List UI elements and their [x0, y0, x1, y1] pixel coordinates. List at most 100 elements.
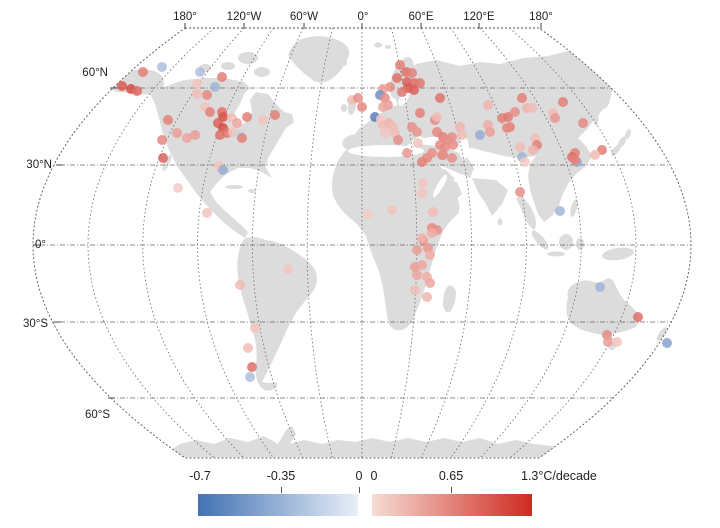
data-point [412, 270, 422, 280]
data-points [117, 60, 672, 382]
land-sakhalin [593, 106, 599, 126]
data-point [448, 140, 458, 150]
data-point [353, 93, 363, 103]
data-point [483, 100, 493, 110]
land-antarctica [168, 426, 582, 457]
data-point [578, 118, 588, 128]
lat-axis-label: 30°S [23, 318, 48, 330]
data-point [397, 87, 407, 97]
data-point [457, 130, 467, 140]
data-point [157, 135, 167, 145]
map-boundary [32, 27, 692, 459]
data-point [395, 60, 405, 70]
colorbar-tick-negative-mid [281, 487, 282, 493]
data-point [163, 115, 173, 125]
meridian [197, 27, 274, 459]
data-point [380, 128, 390, 138]
land-siberia [396, 46, 628, 158]
colorbar-tick-zero [359, 487, 360, 493]
data-point [502, 123, 512, 133]
data-point [158, 153, 168, 163]
data-point [413, 138, 423, 148]
data-point [597, 145, 607, 155]
data-point [520, 157, 530, 167]
data-point [182, 133, 192, 143]
colorbar-tick-positive-mid [451, 487, 452, 493]
axis-ticks [33, 23, 542, 399]
lon-axis-label: 180° [173, 11, 197, 23]
sea-caspian [459, 137, 469, 159]
lon-axis-label: 180° [529, 11, 553, 23]
data-point [192, 89, 202, 99]
data-point [218, 165, 228, 175]
data-point [427, 148, 437, 158]
sea-persian-gulf [453, 174, 465, 182]
data-point [427, 228, 437, 238]
data-point [455, 122, 465, 132]
sea-red [433, 174, 447, 198]
lon-axis-label: 60°E [408, 11, 433, 23]
lat-axis-label: 0° [35, 239, 46, 251]
land-ireland [341, 104, 347, 112]
data-point [425, 250, 435, 260]
land-arctic-island [238, 52, 258, 64]
data-point [558, 97, 568, 107]
data-point [447, 153, 457, 163]
land-new-zealand [656, 327, 668, 341]
lat-axis-label: 30°N [26, 159, 52, 171]
data-point [407, 68, 417, 78]
data-point [217, 72, 227, 82]
data-point [662, 338, 672, 348]
land-indochina [516, 196, 536, 230]
land-arctic-island [254, 67, 270, 77]
data-point [363, 209, 373, 219]
data-point [595, 282, 605, 292]
land-borneo [559, 234, 573, 250]
lon-axis-label: 60°W [290, 11, 318, 23]
data-point [415, 78, 425, 88]
data-point [410, 285, 420, 295]
land-japan [625, 129, 631, 139]
data-point [517, 93, 527, 103]
data-point [485, 127, 495, 137]
data-point [237, 133, 247, 143]
data-point [570, 155, 580, 165]
data-point [210, 82, 220, 92]
data-point [357, 102, 367, 112]
data-point [515, 142, 525, 152]
land-madagascar [443, 285, 456, 313]
land-hispaniola [248, 189, 256, 193]
colorbar-label-pos-mid: 0.65 [438, 469, 464, 483]
data-point [437, 150, 447, 160]
land-japan [618, 136, 626, 148]
data-point [440, 142, 450, 152]
data-point [247, 362, 257, 372]
data-point [417, 233, 427, 243]
colorbar-label-pos-max: 1.3°C/decade [521, 469, 597, 483]
data-point [117, 81, 127, 91]
data-point [393, 135, 403, 145]
data-point [555, 206, 565, 216]
data-point [417, 188, 427, 198]
data-point [232, 118, 242, 128]
data-point [603, 337, 613, 347]
land-greenland [288, 36, 350, 83]
data-point [417, 260, 427, 270]
land-iberia [342, 134, 362, 150]
land-sulawesi [576, 238, 584, 250]
meridian [252, 27, 304, 459]
colorbar-positive [372, 494, 532, 516]
data-point [412, 127, 422, 137]
data-point [387, 205, 397, 215]
data-point [503, 112, 513, 122]
data-point [283, 264, 293, 274]
land-arctic-island [221, 62, 235, 70]
land-baja [162, 154, 172, 172]
axis-labels: 180° 120°W 60°W 0° 60°E 120°E 180° 60°N 30°N 0° 30… [23, 11, 553, 421]
data-point [527, 103, 537, 113]
data-point [428, 207, 438, 217]
data-point [510, 107, 520, 117]
land-south-america [237, 237, 317, 391]
lon-axis-label: 120°W [227, 11, 262, 23]
